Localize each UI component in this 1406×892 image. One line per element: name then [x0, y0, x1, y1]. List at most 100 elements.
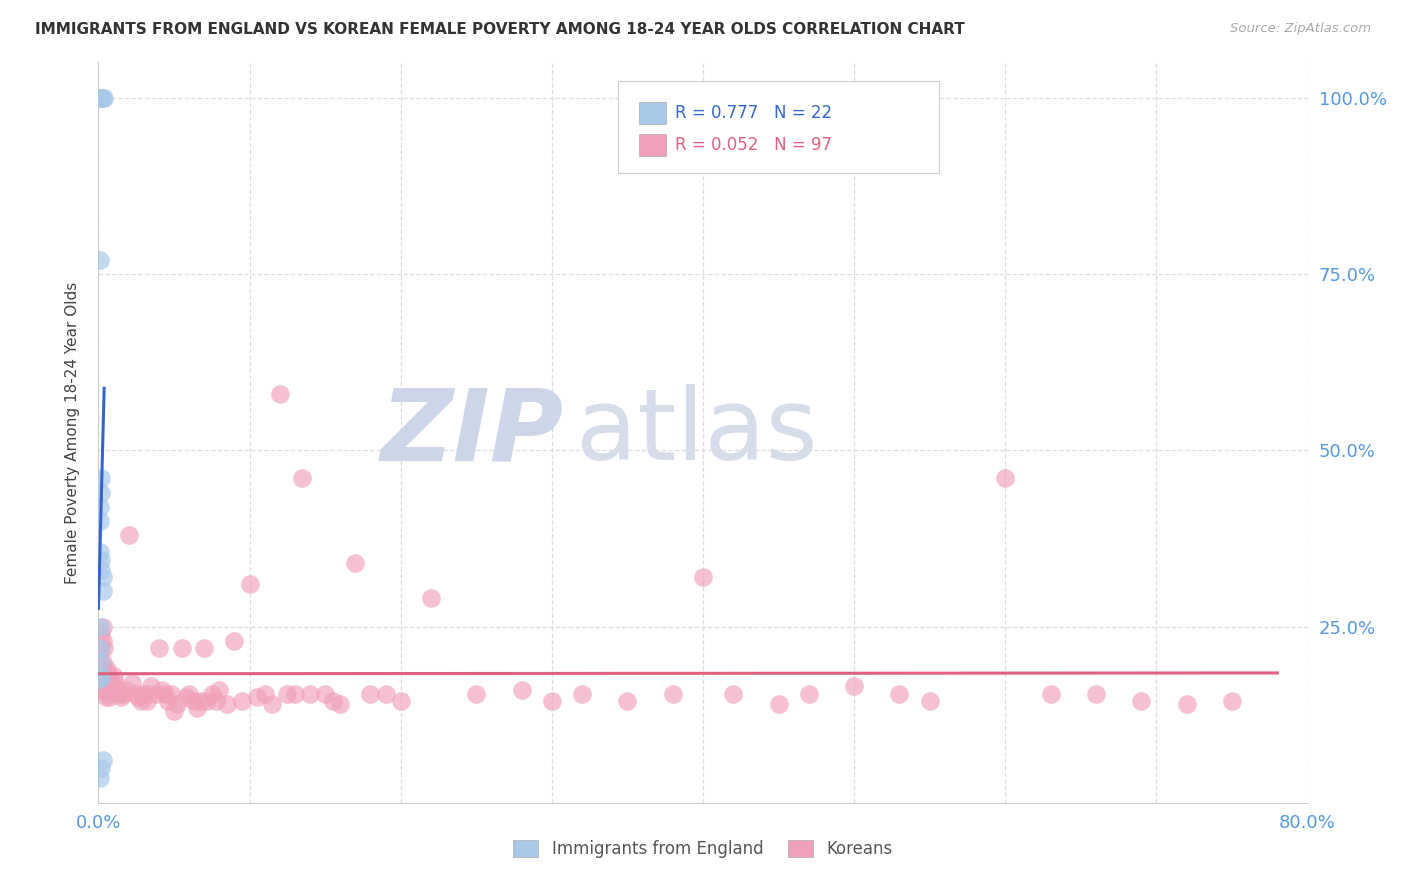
- Point: [1130, 693, 1153, 707]
- Point: [186, 700, 208, 714]
- Point: [246, 690, 269, 704]
- Point: [91, 655, 114, 669]
- Point: [284, 686, 307, 700]
- Point: [91, 676, 114, 690]
- Point: [105, 683, 128, 698]
- Point: [253, 686, 276, 700]
- Point: [91, 619, 114, 633]
- Point: [90, 760, 112, 774]
- Point: [89, 673, 111, 687]
- Point: [93, 662, 115, 676]
- Bar: [638, 135, 665, 156]
- Point: [215, 697, 238, 711]
- Point: [103, 669, 125, 683]
- Point: [121, 676, 143, 690]
- Point: [344, 556, 367, 570]
- Point: [136, 686, 159, 700]
- Point: [125, 686, 148, 700]
- Y-axis label: Female Poverty Among 18-24 Year Olds: Female Poverty Among 18-24 Year Olds: [65, 282, 80, 583]
- Point: [291, 471, 314, 485]
- Point: [201, 686, 224, 700]
- Point: [98, 669, 121, 683]
- Point: [89, 683, 111, 698]
- Point: [262, 697, 284, 711]
- Point: [127, 690, 149, 704]
- Point: [114, 683, 136, 698]
- Text: Source: ZipAtlas.com: Source: ZipAtlas.com: [1230, 22, 1371, 36]
- Point: [89, 655, 111, 669]
- Point: [156, 693, 179, 707]
- Point: [1175, 697, 1198, 711]
- Point: [163, 704, 186, 718]
- Text: R = 0.052   N = 97: R = 0.052 N = 97: [675, 136, 832, 154]
- Point: [90, 626, 112, 640]
- Point: [135, 693, 157, 707]
- Point: [166, 697, 188, 711]
- Point: [170, 640, 193, 655]
- Point: [89, 640, 111, 655]
- Point: [276, 686, 298, 700]
- Point: [90, 91, 112, 105]
- Point: [90, 563, 112, 577]
- FancyBboxPatch shape: [619, 81, 939, 173]
- Point: [94, 690, 117, 704]
- Point: [193, 640, 215, 655]
- Point: [104, 676, 127, 690]
- Point: [374, 686, 396, 700]
- Point: [90, 552, 112, 566]
- Point: [89, 545, 111, 559]
- Point: [174, 690, 197, 704]
- Point: [98, 690, 121, 704]
- Point: [96, 662, 118, 676]
- Point: [145, 686, 167, 700]
- Point: [129, 693, 152, 707]
- Point: [96, 683, 118, 698]
- Point: [1220, 693, 1243, 707]
- Point: [844, 680, 866, 694]
- Bar: [638, 102, 665, 124]
- Point: [118, 528, 141, 542]
- Point: [89, 91, 111, 105]
- Point: [101, 683, 124, 698]
- Point: [616, 693, 638, 707]
- Point: [91, 570, 114, 584]
- Point: [89, 655, 111, 669]
- Text: R = 0.777   N = 22: R = 0.777 N = 22: [675, 103, 832, 122]
- Point: [1039, 686, 1062, 700]
- Point: [90, 662, 112, 676]
- Point: [91, 91, 114, 105]
- Point: [89, 771, 111, 785]
- Point: [797, 686, 820, 700]
- Point: [299, 686, 322, 700]
- Point: [322, 693, 344, 707]
- Point: [89, 252, 111, 267]
- Legend: Immigrants from England, Koreans: Immigrants from England, Koreans: [506, 833, 900, 865]
- Text: atlas: atlas: [576, 384, 818, 481]
- Point: [132, 686, 155, 700]
- Point: [420, 591, 443, 606]
- Point: [314, 686, 336, 700]
- Point: [111, 686, 134, 700]
- Point: [231, 693, 253, 707]
- Point: [89, 640, 111, 655]
- Point: [93, 683, 115, 698]
- Point: [269, 387, 291, 401]
- Point: [692, 570, 714, 584]
- Point: [195, 693, 218, 707]
- Point: [89, 619, 111, 633]
- Point: [224, 633, 246, 648]
- Point: [329, 697, 352, 711]
- Text: ZIP: ZIP: [381, 384, 564, 481]
- Point: [994, 471, 1017, 485]
- Point: [190, 693, 212, 707]
- Point: [93, 640, 115, 655]
- Point: [90, 640, 112, 655]
- Point: [91, 754, 114, 768]
- Point: [918, 693, 941, 707]
- Point: [160, 686, 183, 700]
- Point: [90, 669, 112, 683]
- Point: [465, 686, 488, 700]
- Point: [571, 686, 593, 700]
- Point: [90, 485, 112, 500]
- Point: [91, 633, 114, 648]
